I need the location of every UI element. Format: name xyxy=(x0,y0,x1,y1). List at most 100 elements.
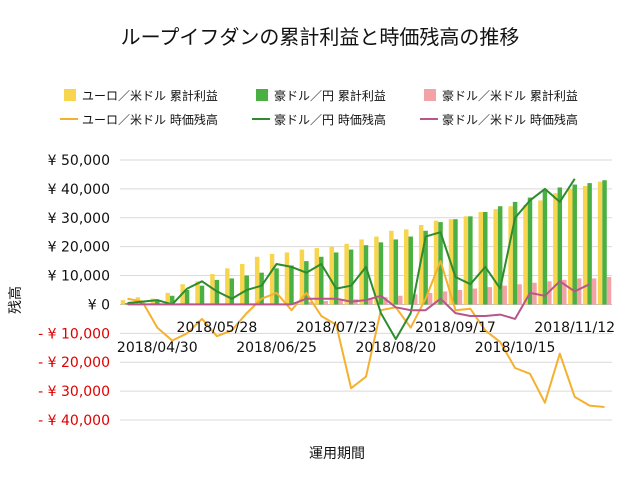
bar xyxy=(433,220,439,305)
bar xyxy=(502,285,507,305)
line-series xyxy=(127,178,605,408)
x-tick-label: 2018/08/20 xyxy=(355,340,436,356)
bar xyxy=(240,264,245,305)
y-tick-label: ¥ 20,000 xyxy=(48,240,110,256)
y-axis-label: 残高 xyxy=(7,286,24,314)
bar xyxy=(333,252,339,305)
bar xyxy=(199,285,205,305)
bar xyxy=(568,188,573,305)
bar xyxy=(155,300,160,305)
bar xyxy=(487,287,492,305)
x-axis-ticks: 2018/04/30 2018/05/28 2018/06/25 2018/07/23… xyxy=(117,320,615,356)
bar xyxy=(383,297,388,305)
bar xyxy=(389,230,394,305)
bar xyxy=(442,291,448,305)
bar xyxy=(591,278,597,305)
bar xyxy=(348,249,354,305)
bar xyxy=(576,278,582,305)
chart-title: ループイフダンの累計利益と時価残高の推移 xyxy=(121,25,520,49)
bar xyxy=(517,284,522,305)
bar xyxy=(582,186,588,305)
bar xyxy=(427,292,433,305)
bar xyxy=(368,298,373,305)
bar xyxy=(408,236,413,305)
legend-label: 豪ドル／円 累計利益 xyxy=(274,88,386,103)
bar xyxy=(338,300,343,305)
bar xyxy=(547,281,552,305)
bar xyxy=(587,183,592,305)
x-tick-label: 2018/11/12 xyxy=(534,320,615,336)
legend-label: ユーロ／米ドル 時価残高 xyxy=(82,112,218,127)
y-tick-label: - ¥ 30,000 xyxy=(38,384,110,400)
bar xyxy=(523,204,528,305)
bar xyxy=(527,197,533,305)
bar xyxy=(562,279,567,305)
bar xyxy=(468,216,473,305)
bar xyxy=(259,272,264,305)
x-tick-label: 2018/06/25 xyxy=(236,340,317,356)
bar xyxy=(542,190,548,305)
y-tick-label: ¥ 0 xyxy=(88,297,110,313)
legend-swatch xyxy=(256,89,268,101)
bar xyxy=(404,229,409,305)
bar xyxy=(120,300,126,305)
legend-swatch xyxy=(424,89,436,101)
y-axis-ticks: ¥ 50,000 ¥ 40,000 ¥ 30,000 ¥ 20,000 ¥ 10,000… xyxy=(38,153,110,429)
legend-label: 豪ドル／米ドル 時価残高 xyxy=(442,112,578,127)
bar-series xyxy=(120,180,612,305)
bar xyxy=(393,239,399,305)
bar xyxy=(538,200,543,305)
bar xyxy=(363,245,369,305)
y-tick-label: - ¥ 20,000 xyxy=(38,355,110,371)
x-axis-label: 運用期間 xyxy=(309,446,365,462)
bar xyxy=(195,281,200,305)
legend-label: ユーロ／米ドル 累計利益 xyxy=(82,88,218,103)
bar xyxy=(304,261,309,305)
y-tick-label: - ¥ 40,000 xyxy=(38,413,110,429)
bar xyxy=(497,206,503,305)
x-tick-label: 2018/09/17 xyxy=(415,320,496,336)
bar xyxy=(453,219,458,305)
bar xyxy=(423,230,428,305)
bar xyxy=(493,209,498,305)
bar xyxy=(398,295,403,305)
bar xyxy=(289,265,294,305)
bar xyxy=(472,288,478,305)
bar xyxy=(572,184,577,305)
y-tick-label: ¥ 10,000 xyxy=(48,269,110,285)
bar xyxy=(344,243,349,305)
y-tick-label: ¥ 40,000 xyxy=(48,182,110,198)
bar xyxy=(308,301,314,305)
bar xyxy=(457,290,463,305)
bar xyxy=(184,290,190,305)
bar xyxy=(418,225,424,305)
bar xyxy=(165,292,170,305)
bar xyxy=(374,236,379,305)
legend: ユーロ／米ドル 累計利益 豪ドル／円 累計利益 豪ドル／米ドル 累計利益ユーロ／米ド… xyxy=(60,88,578,127)
y-tick-label: - ¥ 10,000 xyxy=(38,326,110,342)
bar xyxy=(229,278,235,305)
line-series-0 xyxy=(127,260,605,408)
bar xyxy=(378,242,384,305)
x-tick-label: 2018/10/15 xyxy=(475,340,556,356)
bar xyxy=(412,294,418,305)
bar xyxy=(508,206,513,305)
bar xyxy=(557,187,563,305)
bar xyxy=(597,181,603,305)
legend-label: 豪ドル／米ドル 累計利益 xyxy=(442,88,578,103)
bar xyxy=(478,212,484,305)
bar xyxy=(323,300,328,305)
bar xyxy=(329,246,334,305)
x-tick-label: 2018/05/28 xyxy=(177,320,258,336)
bar xyxy=(463,216,469,305)
x-tick-label: 2018/04/30 xyxy=(117,340,198,356)
bar xyxy=(284,252,290,305)
bar xyxy=(299,249,305,305)
bar xyxy=(483,212,488,305)
bar xyxy=(254,256,260,305)
x-tick-label: 2018/07/23 xyxy=(296,320,377,336)
bar xyxy=(274,268,279,305)
bar xyxy=(602,180,607,305)
bar xyxy=(319,256,324,305)
